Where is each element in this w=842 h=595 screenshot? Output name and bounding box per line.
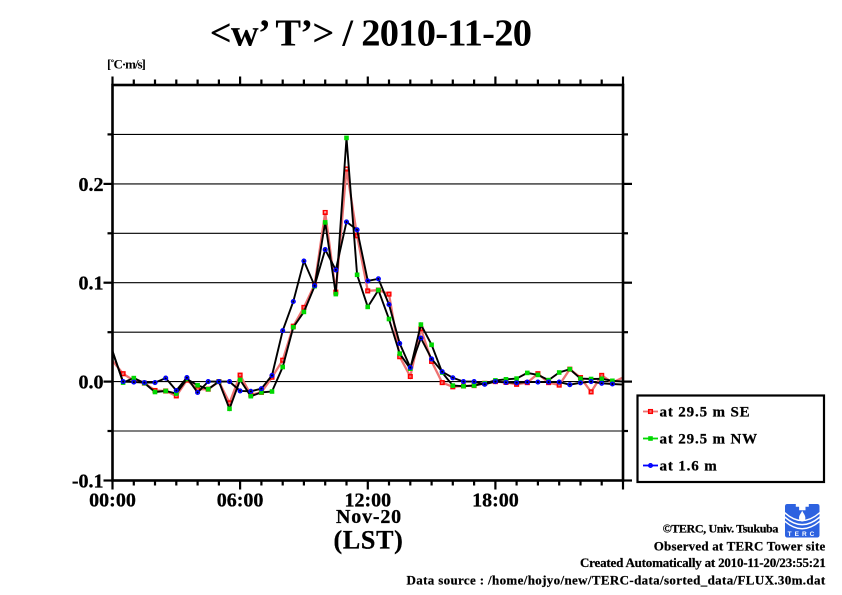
svg-text:©TERC, Univ. Tsukuba: ©TERC, Univ. Tsukuba bbox=[663, 522, 779, 536]
svg-text:at 29.5 m SE: at 29.5 m SE bbox=[660, 405, 751, 421]
svg-text:Nov-20: Nov-20 bbox=[336, 506, 402, 528]
svg-text:12:00: 12:00 bbox=[344, 490, 391, 512]
svg-text:(LST): (LST) bbox=[334, 526, 404, 555]
svg-text:00:00: 00:00 bbox=[89, 490, 136, 512]
svg-text:0.1: 0.1 bbox=[79, 273, 104, 295]
svg-text:<w’ T’> / 2010-11-20: <w’ T’> / 2010-11-20 bbox=[210, 13, 532, 55]
svg-text:Data source : /home/hojyo/new/: Data source : /home/hojyo/new/TERC-data/… bbox=[406, 573, 825, 588]
svg-text:at 1.6 m: at 1.6 m bbox=[660, 459, 718, 475]
svg-text:0.2: 0.2 bbox=[79, 174, 104, 196]
svg-text:Created Automatically at 2010-: Created Automatically at 2010-11-20/23:5… bbox=[580, 555, 826, 570]
svg-text:at 29.5 m NW: at 29.5 m NW bbox=[660, 432, 759, 448]
svg-text:TERC: TERC bbox=[788, 531, 818, 538]
svg-text:[˚C·m/s]: [˚C·m/s] bbox=[107, 57, 146, 72]
svg-text:Observed at TERC Tower site: Observed at TERC Tower site bbox=[654, 539, 826, 554]
svg-text:18:00: 18:00 bbox=[472, 490, 519, 512]
svg-text:-0.1: -0.1 bbox=[72, 471, 104, 493]
svg-text:06:00: 06:00 bbox=[217, 490, 264, 512]
svg-text:0.0: 0.0 bbox=[79, 372, 104, 394]
